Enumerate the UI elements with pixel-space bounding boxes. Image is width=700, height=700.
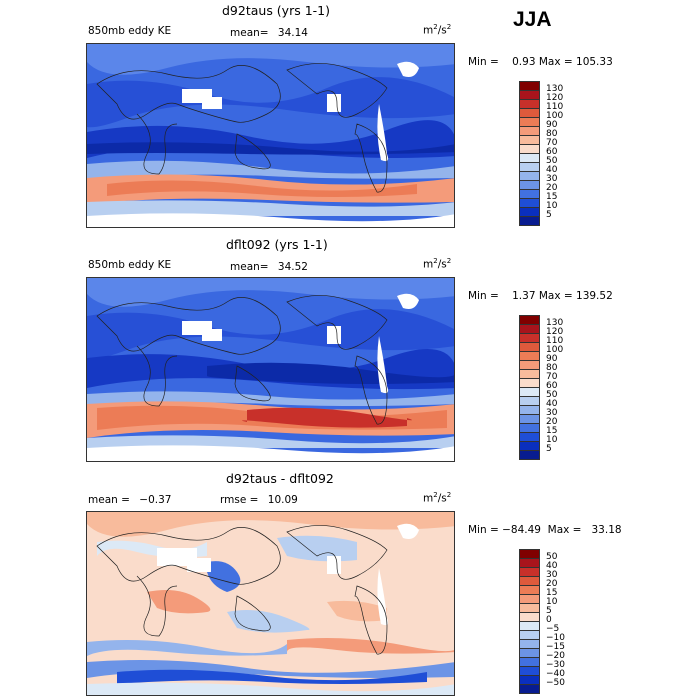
panel-1-map — [86, 43, 455, 228]
panel-3-title: d92taus - dflt092 — [226, 471, 334, 486]
colorbar-tick-label: 80 — [546, 363, 558, 373]
colorbar-swatch — [519, 216, 540, 226]
colorbar-tick-label: 15 — [546, 192, 558, 202]
panel-2-left-label: 850mb eddy KE — [88, 259, 172, 271]
colorbar-tick-label: 15 — [546, 588, 558, 598]
panel-3-colorbar-labels: 50 40 30 20 15 10 5 0 −5 −10 −15 −20 −30 −40 −50 — [546, 549, 586, 693]
colorbar-tick-label: −20 — [546, 651, 565, 661]
colorbar-tick-label: −30 — [546, 660, 565, 670]
colorbar-tick-label: 40 — [546, 561, 558, 571]
panel-3-mean-label: mean = — [88, 494, 130, 506]
colorbar-swatch — [519, 450, 540, 460]
panel-3-mean: mean = −0.37 — [88, 494, 171, 506]
colorbar-tick-label: −50 — [546, 678, 565, 688]
panel-1-mean-label: mean= — [230, 27, 269, 39]
colorbar-tick-label: 30 — [546, 570, 558, 580]
colorbar-tick-label: −15 — [546, 642, 565, 652]
colorbar-tick-label: 20 — [546, 183, 558, 193]
colorbar-tick-label: 40 — [546, 165, 558, 175]
colorbar-tick-label: 90 — [546, 120, 558, 130]
panel-3-unit: m2/s2 — [423, 491, 452, 505]
colorbar-tick-label: −40 — [546, 669, 565, 679]
season-label: JJA — [513, 8, 552, 31]
panel-1-mean-value: 34.14 — [277, 27, 308, 39]
panel-2-title: dflt092 (yrs 1-1) — [226, 237, 328, 252]
panel-1-map-field — [87, 44, 454, 227]
colorbar-tick-label: 5 — [546, 444, 552, 454]
panel-3-rmse-value: 10.09 — [267, 494, 298, 506]
colorbar-tick-label: 10 — [546, 435, 558, 445]
panel-2-map — [86, 277, 455, 462]
colorbar-tick-label: 20 — [546, 579, 558, 589]
colorbar-tick-label: 60 — [546, 147, 558, 157]
colorbar-tick-label: 15 — [546, 426, 558, 436]
colorbar-tick-label: 120 — [546, 93, 564, 103]
colorbar-tick-label: 120 — [546, 327, 564, 337]
colorbar-tick-label: 50 — [546, 156, 558, 166]
panel-2-mean-value: 34.52 — [277, 261, 308, 273]
colorbar-tick-label: 5 — [546, 606, 552, 616]
panel-3-mean-value: −0.37 — [139, 494, 172, 506]
colorbar-tick-label: 60 — [546, 381, 558, 391]
colorbar-tick-label: −10 — [546, 633, 565, 643]
colorbar-tick-label: 80 — [546, 129, 558, 139]
panel-2-mean-label: mean= — [230, 261, 269, 273]
panel-2-mean: mean= 34.52 — [230, 261, 308, 273]
panel-1-colorbar — [519, 81, 540, 226]
panel-3-minmax: Min = −84.49 Max = 33.18 — [468, 524, 622, 536]
colorbar-tick-label: 70 — [546, 372, 558, 382]
panel-1-colorbar-labels: 130 120 110 100 90 80 70 60 50 40 30 20 15 10 5 — [546, 81, 586, 225]
colorbar-tick-label: 20 — [546, 417, 558, 427]
colorbar-tick-label: 10 — [546, 201, 558, 211]
panel-2-map-field — [87, 278, 454, 461]
panel-2-minmax: Min = 1.37 Max = 139.52 — [468, 290, 613, 302]
colorbar-tick-label: 30 — [546, 408, 558, 418]
colorbar-tick-label: 5 — [546, 210, 552, 220]
colorbar-swatch — [519, 684, 540, 694]
colorbar-tick-label: 100 — [546, 345, 564, 355]
colorbar-tick-label: 50 — [546, 390, 558, 400]
colorbar-tick-label: 130 — [546, 84, 564, 94]
panel-2-colorbar — [519, 315, 540, 460]
panel-2-colorbar-labels: 130 120 110 100 90 80 70 60 50 40 30 20 15 10 5 — [546, 315, 586, 459]
colorbar-tick-label: 110 — [546, 102, 564, 112]
colorbar-tick-label: 10 — [546, 597, 558, 607]
panel-3-colorbar — [519, 549, 540, 694]
panel-2-unit: m2/s2 — [423, 257, 452, 271]
panel-3-map — [86, 511, 455, 696]
colorbar-tick-label: 30 — [546, 174, 558, 184]
panel-3-rmse: rmse = 10.09 — [220, 494, 298, 506]
colorbar-tick-label: 110 — [546, 336, 564, 346]
colorbar-tick-label: 40 — [546, 399, 558, 409]
colorbar-tick-label: 100 — [546, 111, 564, 121]
colorbar-tick-label: 130 — [546, 318, 564, 328]
colorbar-tick-label: −5 — [546, 624, 560, 634]
panel-1-unit: m2/s2 — [423, 23, 452, 37]
colorbar-tick-label: 90 — [546, 354, 558, 364]
panel-1-title: d92taus (yrs 1-1) — [222, 3, 331, 18]
panel-1-left-label: 850mb eddy KE — [88, 25, 172, 37]
panel-1-minmax: Min = 0.93 Max = 105.33 — [468, 56, 613, 68]
panel-3-rmse-label: rmse = — [220, 494, 259, 506]
colorbar-tick-label: 70 — [546, 138, 558, 148]
panel-3-map-field — [87, 512, 454, 695]
panel-1-mean: mean= 34.14 — [230, 27, 308, 39]
colorbar-tick-label: 50 — [546, 552, 558, 562]
colorbar-tick-label: 0 — [546, 615, 552, 625]
